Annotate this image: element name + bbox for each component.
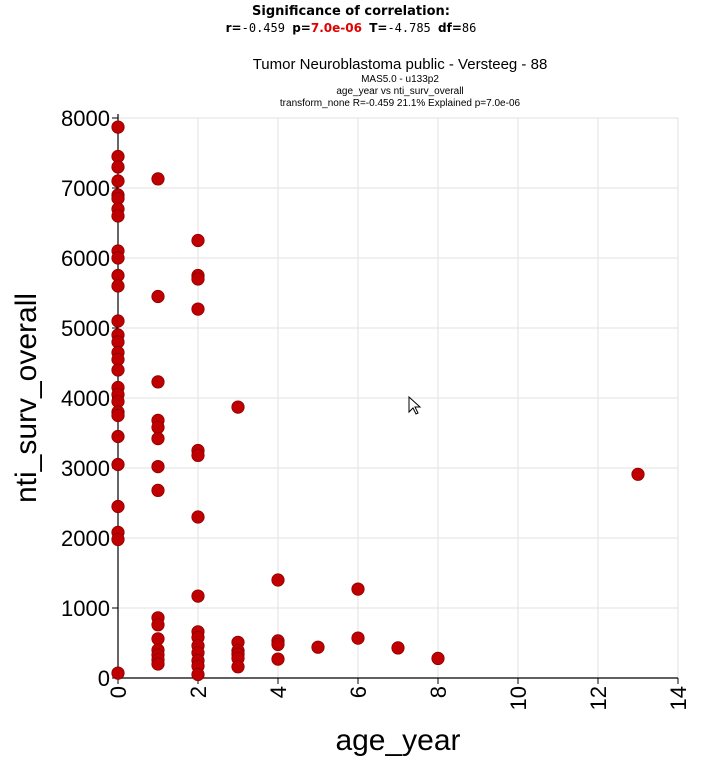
data-point — [111, 429, 125, 444]
mouse-cursor-icon — [408, 396, 422, 415]
x-axis-label: age_year — [335, 724, 460, 757]
data-point — [191, 448, 205, 462]
y-tick-label: 5000 — [61, 316, 110, 341]
data-point — [391, 641, 405, 655]
chart-title: Tumor Neuroblastoma public - Versteeg - … — [252, 56, 548, 73]
data-point — [431, 651, 445, 666]
data-point — [111, 363, 125, 377]
y-tick-label: 3000 — [61, 456, 110, 481]
x-tick-label: 14 — [666, 686, 691, 710]
t-value: -4.785 — [387, 21, 431, 35]
y-tick-label: 0 — [98, 666, 110, 691]
data-point — [111, 499, 125, 514]
y-tick-label: 8000 — [61, 106, 110, 131]
data-point — [151, 289, 165, 304]
data-point — [191, 589, 205, 603]
x-tick-label: 10 — [506, 686, 531, 710]
y-tick-label: 7000 — [61, 176, 110, 201]
data-point — [111, 457, 125, 472]
x-tick-label: 8 — [426, 686, 451, 698]
plot-points — [111, 120, 645, 682]
data-point — [191, 302, 205, 316]
data-point — [151, 431, 165, 446]
y-tick-label: 2000 — [61, 526, 110, 551]
data-point — [271, 573, 285, 587]
df-label: df= — [438, 21, 462, 35]
data-point — [351, 631, 365, 645]
data-point — [151, 483, 165, 497]
y-tick-label: 6000 — [61, 246, 110, 271]
data-point — [111, 160, 125, 174]
data-point — [151, 420, 165, 434]
y-tick-label: 1000 — [61, 596, 110, 621]
data-point — [271, 652, 285, 666]
x-tick-label: 12 — [586, 686, 611, 710]
data-point — [311, 640, 325, 654]
data-point — [111, 174, 125, 188]
data-point — [111, 408, 125, 423]
x-tick-label: 2 — [186, 686, 211, 698]
y-axis-label: nti_surv_overall — [10, 293, 43, 503]
data-point — [111, 666, 125, 680]
data-point — [151, 657, 165, 671]
data-point — [191, 667, 205, 682]
data-point — [231, 660, 245, 674]
p-label: p= — [292, 21, 311, 35]
x-tick-label: 6 — [346, 686, 371, 698]
data-point — [151, 632, 165, 646]
data-point — [191, 233, 205, 248]
x-tick-label: 0 — [106, 686, 131, 698]
data-point — [111, 120, 125, 134]
data-point — [111, 209, 125, 223]
significance-stats: r=-0.459 p=7.0e-06 T=-4.785 df=86 — [0, 21, 702, 35]
data-point — [151, 375, 165, 389]
data-point — [111, 532, 125, 547]
data-point — [111, 314, 125, 328]
data-point — [111, 279, 125, 293]
r-value: -0.459 — [241, 21, 285, 35]
data-point — [351, 582, 365, 596]
data-point — [231, 400, 245, 414]
data-point — [271, 637, 285, 652]
data-point — [151, 459, 165, 474]
r-label: r= — [225, 21, 242, 35]
data-point — [151, 172, 165, 186]
data-point — [151, 618, 165, 632]
significance-title: Significance of correlation: — [252, 4, 450, 19]
t-label: T= — [369, 21, 388, 35]
data-point — [191, 272, 205, 286]
p-value: 7.0e-06 — [310, 21, 362, 35]
chart-subtitle-3: transform_none R=-0.459 21.1% Explained … — [279, 98, 521, 109]
chart-subtitle-2: age_year vs nti_surv_overall — [336, 86, 464, 97]
x-tick-label: 4 — [266, 686, 291, 698]
plot-ticks: 0 1000 2000 3000 4000 5000 6000 7000 8000 0 2 4 6 8 10… — [61, 106, 691, 710]
chart-subtitle-1: MAS5.0 - u133p2 — [361, 74, 439, 85]
data-point — [191, 510, 205, 524]
data-point — [111, 251, 125, 265]
data-point — [631, 467, 645, 481]
df-value: 86 — [461, 21, 477, 35]
y-tick-label: 4000 — [61, 386, 110, 411]
